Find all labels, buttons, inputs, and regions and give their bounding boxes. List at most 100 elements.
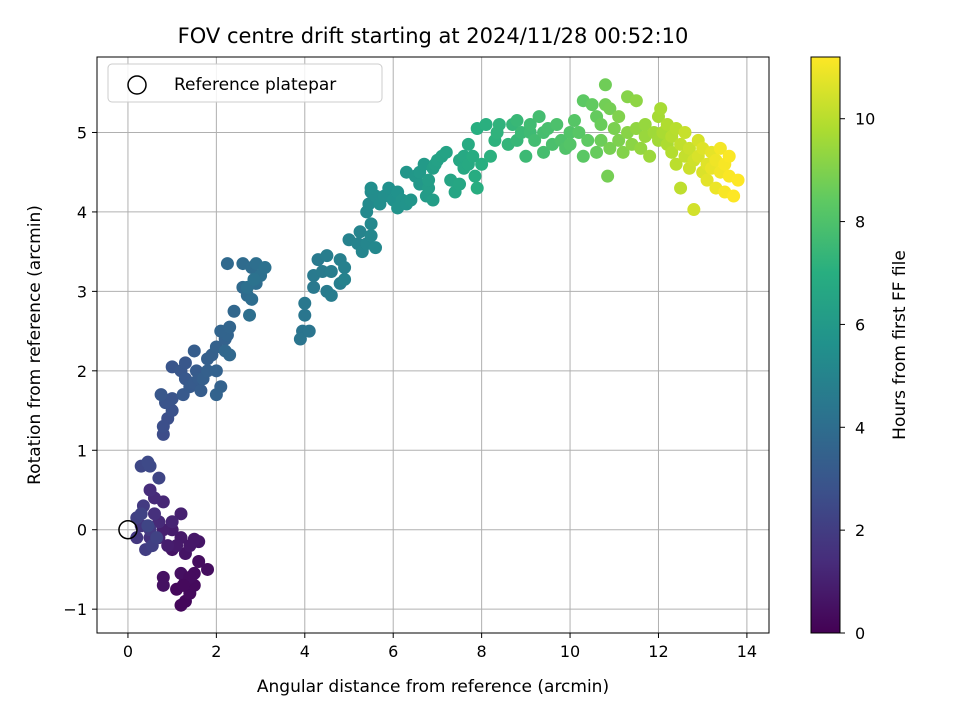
scatter-point [598, 78, 612, 92]
legend: Reference platepar [107, 63, 383, 103]
scatter-point [678, 125, 692, 139]
y-axis-ticks: −1 0 1 2 3 4 5 [63, 123, 97, 619]
scatter-point [174, 598, 188, 612]
scatter-point [161, 539, 175, 553]
scatter-point [247, 272, 261, 286]
scatter-point [629, 94, 643, 108]
x-tick-label: 14 [737, 642, 757, 661]
scatter-point [150, 531, 164, 545]
chart-title: FOV centre drift starting at 2024/11/28 … [178, 24, 689, 48]
scatter-point [638, 118, 652, 132]
scatter-point [594, 133, 608, 147]
scatter-point [682, 141, 696, 155]
colorbar-label: Hours from first FF file [890, 250, 910, 440]
scatter-point [223, 320, 237, 334]
scatter-point [134, 507, 148, 521]
scatter-point [156, 419, 170, 433]
scatter-point [643, 149, 657, 163]
scatter-point [165, 392, 179, 406]
colorbar-tick-label: 2 [855, 521, 865, 540]
scatter-point [700, 173, 714, 187]
colorbar-gradient [810, 56, 841, 634]
scatter-point [669, 157, 683, 171]
scatter-point [176, 578, 190, 592]
y-tick-label: 3 [77, 282, 87, 301]
scatter-point [510, 114, 524, 128]
scatter-point [453, 177, 467, 191]
legend-label: Reference platepar [174, 75, 336, 95]
x-tick-label: 4 [300, 642, 310, 661]
scatter-point [364, 217, 378, 231]
scatter-point [727, 189, 741, 203]
x-tick-label: 10 [560, 642, 580, 661]
scatter-point [404, 193, 418, 207]
scatter-point [227, 304, 241, 318]
scatter-point [576, 149, 590, 163]
scatter-point [174, 507, 188, 521]
scatter-point [572, 125, 586, 139]
scatter-point [194, 384, 208, 398]
scatter-point [154, 388, 168, 402]
scatter-point [324, 288, 338, 302]
x-tick-label: 6 [388, 642, 398, 661]
scatter-point [178, 356, 192, 370]
scatter-point [713, 141, 727, 155]
colorbar-ticks: 0 2 4 6 8 10 [840, 110, 875, 643]
legend-marker-icon [127, 75, 147, 95]
colorbar-tick-label: 8 [855, 213, 865, 232]
scatter-point [302, 324, 316, 338]
x-tick-label: 8 [477, 642, 487, 661]
scatter-point [422, 173, 436, 187]
scatter-point [192, 554, 206, 568]
scatter-point [209, 364, 223, 378]
scatter-point [492, 118, 506, 132]
scatter-point [483, 149, 497, 163]
scatter-point [183, 539, 197, 553]
scatter-point [353, 225, 367, 239]
scatter-point [607, 122, 621, 136]
y-tick-label: 4 [77, 203, 87, 222]
x-tick-label: 0 [123, 642, 133, 661]
scatter-point [426, 193, 440, 207]
scatter-point [439, 145, 453, 159]
legend-box [107, 63, 383, 103]
x-tick-label: 12 [648, 642, 668, 661]
scatter-point [364, 181, 378, 195]
scatter-point [616, 145, 630, 159]
scatter-point [187, 344, 201, 358]
scatter-point [722, 149, 736, 163]
scatter-point [731, 173, 745, 187]
scatter-point [475, 157, 489, 171]
scatter-point [369, 241, 383, 255]
y-tick-label: 5 [77, 123, 87, 142]
scatter-point [338, 261, 352, 275]
scatter-point [581, 133, 595, 147]
plot-frame [96, 56, 770, 634]
scatter-point [550, 118, 564, 132]
y-tick-label: −1 [63, 600, 87, 619]
y-axis-label: Rotation from reference (arcmin) [25, 205, 45, 485]
scatter-point [298, 296, 312, 310]
colorbar-tick-label: 6 [855, 315, 865, 334]
scatter-point [603, 141, 617, 155]
scatter-point [594, 118, 608, 132]
scatter-point [223, 348, 237, 362]
scatter-point [537, 145, 551, 159]
scatter-point [528, 133, 542, 147]
scatter-point [461, 137, 475, 151]
x-axis-label: Angular distance from reference (arcmin) [257, 677, 609, 697]
scatter-point [243, 308, 257, 322]
scatter-point [523, 118, 537, 132]
scatter-point [165, 515, 179, 529]
scatter-point [143, 483, 157, 497]
scatter-point [245, 292, 259, 306]
scatter-point [612, 133, 626, 147]
scatter-point [563, 137, 577, 151]
scatter-point [519, 149, 533, 163]
scatter-point [479, 118, 493, 132]
scatter-point [338, 272, 352, 286]
scatter-point [466, 149, 480, 163]
y-tick-label: 1 [77, 441, 87, 460]
